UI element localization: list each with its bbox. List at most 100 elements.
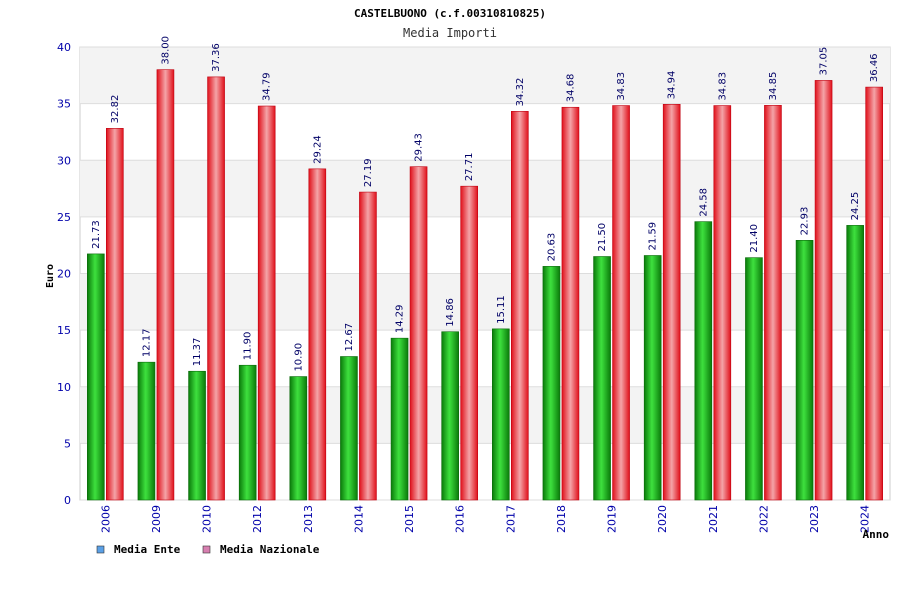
x-tick-label: 2022 bbox=[757, 505, 770, 533]
bar-media-nazionale bbox=[865, 86, 883, 501]
data-label-media-ente: 14.86 bbox=[445, 298, 456, 327]
data-label-media-ente: 24.58 bbox=[698, 188, 709, 217]
y-tick-label: 35 bbox=[57, 98, 71, 111]
data-label-media-nazionale: 34.83 bbox=[616, 72, 627, 101]
data-label-media-nazionale: 36.46 bbox=[869, 53, 880, 82]
legend-swatch-media-ente bbox=[96, 545, 105, 554]
data-label-media-ente: 10.90 bbox=[293, 343, 304, 372]
data-label-media-ente: 14.29 bbox=[395, 305, 406, 334]
bar-media-nazionale bbox=[511, 111, 529, 501]
bar-media-nazionale bbox=[764, 105, 782, 501]
data-label-media-ente: 12.67 bbox=[344, 323, 355, 352]
y-tick-label: 15 bbox=[57, 324, 71, 337]
y-tick-label: 10 bbox=[57, 381, 71, 394]
data-label-media-nazionale: 27.19 bbox=[363, 158, 374, 187]
legend: Media Ente Media Nazionale bbox=[96, 543, 320, 556]
bar-media-ente bbox=[745, 257, 763, 501]
data-label-media-ente: 22.93 bbox=[800, 207, 811, 236]
x-tick-label: 2017 bbox=[504, 505, 517, 533]
data-label-media-nazionale: 38.00 bbox=[160, 36, 171, 65]
x-tick-label: 2021 bbox=[707, 505, 720, 533]
data-label-media-ente: 24.25 bbox=[850, 192, 861, 221]
data-label-media-ente: 11.90 bbox=[243, 332, 254, 361]
data-label-media-nazionale: 34.79 bbox=[262, 72, 273, 101]
bar-media-nazionale bbox=[814, 80, 833, 501]
x-tick-label: 2014 bbox=[352, 505, 365, 533]
bar-media-nazionale bbox=[561, 106, 580, 501]
bar-media-ente bbox=[441, 331, 459, 501]
y-axis: 0 5 10 15 20 25 30 35 40 bbox=[57, 41, 71, 507]
data-label-media-nazionale: 37.36 bbox=[211, 43, 222, 72]
bar-media-nazionale bbox=[106, 128, 124, 501]
bar-media-nazionale bbox=[409, 166, 428, 501]
bar-media-nazionale bbox=[612, 105, 630, 501]
y-tick-label: 20 bbox=[57, 268, 71, 281]
bar-media-nazionale bbox=[359, 191, 377, 501]
bar-media-nazionale bbox=[257, 105, 276, 501]
data-label-media-nazionale: 34.32 bbox=[515, 78, 526, 107]
bar-media-ente bbox=[542, 266, 561, 501]
legend-swatch-media-nazionale bbox=[202, 545, 211, 554]
x-axis-label: Anno bbox=[863, 528, 890, 541]
x-tick-label: 2010 bbox=[201, 505, 214, 533]
x-axis: 2006 2009 2010 2012 2013 2014 2015 2016 2017 2018… bbox=[99, 505, 871, 533]
data-label-media-ente: 15.11 bbox=[496, 295, 507, 324]
x-tick-label: 2012 bbox=[251, 505, 264, 533]
bar-media-nazionale bbox=[207, 76, 225, 501]
data-label-media-ente: 20.63 bbox=[546, 233, 557, 262]
x-tick-label: 2006 bbox=[99, 505, 112, 533]
y-axis-label: Euro bbox=[45, 264, 56, 288]
data-label-media-nazionale: 34.94 bbox=[667, 71, 678, 100]
bar-media-ente bbox=[137, 361, 156, 501]
bar-media-ente bbox=[593, 256, 611, 501]
legend-label-media-nazionale: Media Nazionale bbox=[220, 543, 320, 556]
data-label-media-ente: 12.17 bbox=[141, 329, 152, 358]
x-tick-label: 2019 bbox=[606, 505, 619, 533]
data-label-media-nazionale: 29.43 bbox=[414, 133, 425, 162]
bar-media-ente bbox=[390, 337, 409, 501]
x-tick-label: 2016 bbox=[454, 505, 467, 533]
data-label-media-ente: 21.50 bbox=[597, 223, 608, 252]
x-tick-label: 2023 bbox=[808, 505, 821, 533]
data-label-media-ente: 11.37 bbox=[192, 338, 203, 367]
chart-title: CASTELBUONO (c.f.00310810825) bbox=[354, 7, 546, 20]
bar-media-ente bbox=[289, 376, 308, 501]
bar-media-ente bbox=[694, 221, 713, 501]
data-label-media-ente: 21.40 bbox=[749, 224, 760, 253]
bar-media-ente bbox=[340, 356, 358, 501]
data-label-media-nazionale: 37.05 bbox=[819, 47, 830, 76]
bar-media-nazionale bbox=[156, 69, 175, 501]
bar-media-nazionale bbox=[308, 168, 327, 501]
x-tick-label: 2018 bbox=[555, 505, 568, 533]
y-tick-label: 40 bbox=[57, 41, 71, 54]
x-tick-label: 2009 bbox=[150, 505, 163, 533]
x-tick-label: 2013 bbox=[302, 505, 315, 533]
bar-media-nazionale bbox=[460, 185, 478, 501]
bar-media-ente bbox=[795, 240, 814, 501]
bar-media-ente bbox=[188, 370, 206, 501]
data-label-media-nazionale: 34.83 bbox=[717, 72, 728, 101]
data-label-media-nazionale: 34.68 bbox=[565, 74, 576, 103]
legend-label-media-ente: Media Ente bbox=[114, 543, 181, 556]
bar-labels: 21.73 32.82 12.17 38.00 11.37 37.36 11.90 34.79… bbox=[91, 36, 880, 372]
y-tick-label: 0 bbox=[64, 494, 71, 507]
chart-subtitle: Media Importi bbox=[403, 26, 497, 40]
data-label-media-nazionale: 32.82 bbox=[110, 95, 121, 124]
y-tick-label: 5 bbox=[64, 437, 71, 450]
data-label-media-nazionale: 27.71 bbox=[464, 153, 475, 182]
bar-media-ente bbox=[492, 328, 510, 501]
data-label-media-nazionale: 29.24 bbox=[312, 135, 323, 164]
bar-media-ente bbox=[846, 225, 864, 501]
x-tick-label: 2020 bbox=[656, 505, 669, 533]
bar-media-ente bbox=[238, 364, 257, 501]
bars bbox=[87, 69, 883, 501]
x-tick-label: 2015 bbox=[403, 505, 416, 533]
bar-media-nazionale bbox=[662, 104, 681, 501]
data-label-media-ente: 21.59 bbox=[648, 222, 659, 251]
bar-media-nazionale bbox=[713, 105, 732, 501]
bar-media-ente bbox=[87, 253, 105, 501]
x-tick-label: 2024 bbox=[859, 505, 872, 533]
y-tick-label: 30 bbox=[57, 154, 71, 167]
y-tick-label: 25 bbox=[57, 211, 71, 224]
